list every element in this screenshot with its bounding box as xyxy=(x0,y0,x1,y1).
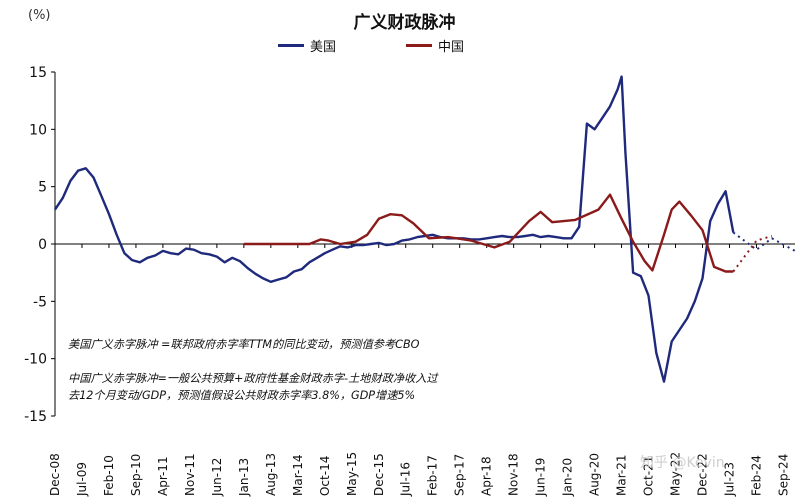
legend: 美国 中国 xyxy=(278,36,464,55)
legend-swatch-us xyxy=(278,44,304,47)
legend-swatch-cn xyxy=(406,44,433,47)
y-tick-label: 5 xyxy=(38,180,47,196)
y-tick-label: 10 xyxy=(29,122,47,138)
x-tick-label: Jun-19 xyxy=(534,458,548,497)
x-tick-label: Dec-08 xyxy=(48,453,62,496)
y-tick-label: -15 xyxy=(24,409,47,425)
x-tick-label: Apr-11 xyxy=(156,456,170,496)
x-tick-label: Feb-10 xyxy=(102,455,116,496)
y-tick-label: -10 xyxy=(24,352,47,368)
x-tick-label: Feb-17 xyxy=(426,455,440,496)
y-tick-label: -5 xyxy=(33,294,47,310)
x-tick-label: Mar-14 xyxy=(291,455,305,496)
x-tick-label: Dec-22 xyxy=(696,453,710,496)
x-tick-label: Aug-20 xyxy=(588,453,602,496)
x-tick-label: Dec-15 xyxy=(372,453,386,496)
series-line-us xyxy=(54,75,735,383)
legend-item-cn: 中国 xyxy=(406,36,464,55)
y-tick-label: 0 xyxy=(38,237,47,253)
x-tick-label: Jul-16 xyxy=(399,462,413,497)
chart-title: 广义财政脉冲 xyxy=(353,13,456,33)
unit-label: (%) xyxy=(28,8,51,23)
watermark-text: 知乎 @Kevin xyxy=(640,455,725,471)
x-tick-label: Mar-21 xyxy=(615,455,629,496)
x-tick-label: Aug-13 xyxy=(264,453,278,496)
x-tick-label: Sep-10 xyxy=(129,454,143,496)
x-tick-label: Feb-24 xyxy=(749,455,763,496)
legend-label-us: 美国 xyxy=(310,40,337,55)
legend-item-us: 美国 xyxy=(278,36,336,55)
note-cn-line2: 去12个月变动/GDP，预测值假设公共财政赤字率3.8%，GDP增速5% xyxy=(68,389,416,402)
forecast-line-us xyxy=(732,231,796,252)
x-tick-label: May-15 xyxy=(345,452,359,496)
y-tick-label: 15 xyxy=(29,65,47,81)
x-tick-label: Nov-18 xyxy=(507,453,521,496)
x-tick-label: Oct-14 xyxy=(318,456,332,496)
x-tick-label: Apr-18 xyxy=(480,456,494,496)
series-line-cn xyxy=(243,193,734,273)
legend-label-cn: 中国 xyxy=(438,40,465,55)
x-tick-label: Jul-09 xyxy=(75,462,89,497)
x-tick-label: Sep-17 xyxy=(453,454,467,496)
forecast-line-cn xyxy=(732,235,773,273)
x-tick-label: Nov-11 xyxy=(183,453,197,496)
x-tick-label: Jan-20 xyxy=(561,458,575,497)
x-tick-label: Jul-23 xyxy=(722,462,736,497)
x-tick-label: Sep-24 xyxy=(776,454,790,496)
x-tick-label: Oct-21 xyxy=(642,456,656,496)
note-us: 美国广义赤字脉冲 =联邦政府赤字率TTM的同比变动，预测值参考CBO xyxy=(68,338,420,351)
note-cn-line1: 中国广义赤字脉冲=一般公共预算+政府性基金财政赤字-土地财政净收入过 xyxy=(68,372,438,385)
x-tick-label: Jun-12 xyxy=(210,458,224,497)
x-tick-label: Jan-13 xyxy=(237,458,251,497)
x-tick-label: May-22 xyxy=(669,452,683,496)
